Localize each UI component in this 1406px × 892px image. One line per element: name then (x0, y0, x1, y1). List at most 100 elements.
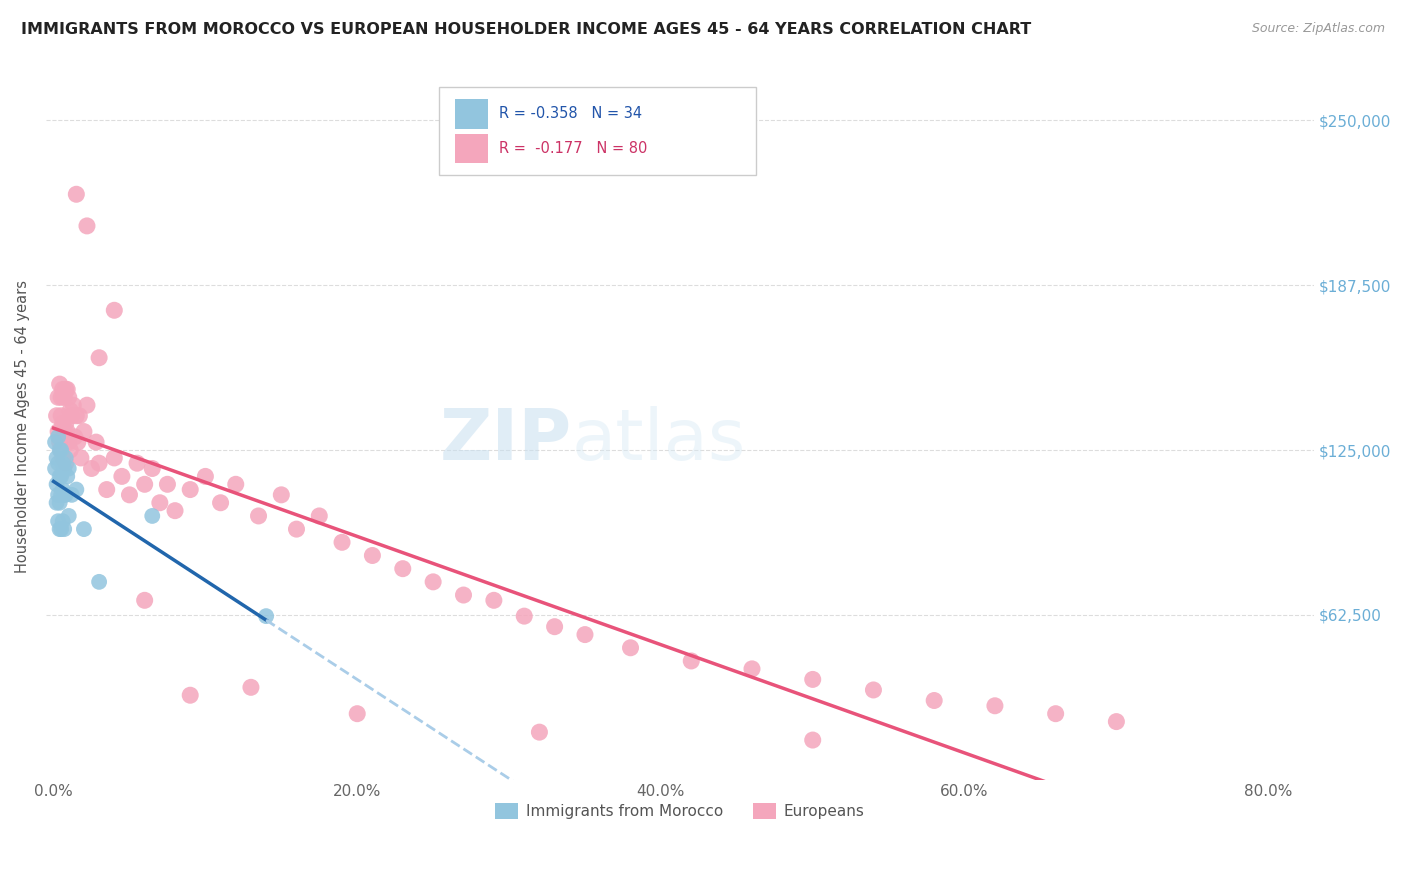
Point (48, 377, 70, 392)
Point (49, 390, 72, 404)
Point (141, 508, 163, 523)
Point (52, 417, 75, 431)
Point (574, 627, 596, 641)
Point (58, 508, 80, 523)
Point (87, 574, 110, 589)
Point (619, 640, 641, 655)
Point (56, 383, 79, 397)
Point (55, 417, 77, 431)
Point (44, 435, 66, 450)
Point (922, 693, 945, 707)
Point (46, 514, 69, 528)
Point (45, 496, 67, 510)
Point (56, 469, 79, 483)
Point (55, 450, 77, 465)
Point (65, 187, 87, 202)
Point (48, 522, 70, 536)
Point (87, 351, 110, 365)
Point (46, 488, 69, 502)
Text: R =  -0.177   N = 80: R = -0.177 N = 80 (499, 141, 647, 156)
Point (45, 409, 67, 423)
Point (391, 562, 413, 576)
Point (48, 496, 70, 510)
Point (125, 456, 148, 470)
Point (45, 477, 67, 491)
Point (543, 620, 565, 634)
Point (46, 430, 69, 444)
Point (62, 398, 84, 412)
Point (194, 469, 217, 483)
Point (49, 469, 72, 483)
Point (46, 390, 69, 404)
Point (346, 706, 368, 721)
Y-axis label: Householder Income Ages 45 - 64 years: Householder Income Ages 45 - 64 years (15, 280, 30, 573)
Point (65, 483, 87, 497)
Point (48, 443, 70, 458)
Point (141, 461, 163, 475)
Point (58, 390, 80, 404)
Point (58, 435, 80, 450)
Point (53, 390, 76, 404)
Point (513, 609, 536, 624)
Point (482, 593, 505, 607)
Point (179, 688, 201, 702)
Point (330, 535, 353, 549)
Point (48, 435, 70, 450)
Point (247, 508, 270, 523)
Point (1105, 714, 1128, 729)
Point (49, 443, 72, 458)
Point (103, 450, 125, 465)
Point (56, 425, 79, 439)
Point (134, 593, 156, 607)
Point (254, 609, 277, 624)
Point (862, 682, 884, 697)
Point (361, 549, 384, 563)
Point (45, 450, 67, 465)
FancyBboxPatch shape (456, 134, 488, 163)
Point (70, 450, 93, 465)
Point (67, 409, 90, 423)
Point (179, 483, 201, 497)
Point (52, 383, 75, 397)
Point (156, 477, 179, 491)
Point (308, 508, 330, 523)
Point (55, 383, 77, 397)
Point (801, 673, 824, 687)
Point (103, 303, 125, 318)
Point (49, 522, 72, 536)
Point (73, 425, 96, 439)
Point (55, 456, 77, 470)
Point (118, 488, 141, 502)
FancyBboxPatch shape (439, 87, 756, 176)
Point (134, 477, 156, 491)
Point (96, 483, 118, 497)
Point (111, 469, 134, 483)
Text: IMMIGRANTS FROM MOROCCO VS EUROPEAN HOUSEHOLDER INCOME AGES 45 - 64 YEARS CORREL: IMMIGRANTS FROM MOROCCO VS EUROPEAN HOUS… (21, 22, 1032, 37)
Text: ZIP: ZIP (440, 406, 572, 475)
Point (49, 443, 72, 458)
Point (163, 503, 186, 517)
Point (49, 488, 72, 502)
Point (225, 477, 247, 491)
Point (55, 488, 77, 502)
Point (80, 461, 103, 475)
Point (46, 425, 69, 439)
Point (59, 443, 82, 458)
Point (63, 430, 86, 444)
Point (84, 435, 107, 450)
Point (59, 403, 82, 417)
Point (87, 456, 110, 470)
Point (53, 425, 76, 439)
Point (453, 588, 475, 602)
Point (1045, 706, 1067, 721)
FancyBboxPatch shape (456, 99, 488, 128)
Legend: Immigrants from Morocco, Europeans: Immigrants from Morocco, Europeans (489, 797, 870, 825)
Point (65, 409, 87, 423)
Point (60, 488, 83, 502)
Point (53, 522, 76, 536)
Point (801, 733, 824, 747)
Point (209, 496, 232, 510)
Point (52, 483, 75, 497)
Point (53, 488, 76, 502)
Point (529, 725, 551, 739)
